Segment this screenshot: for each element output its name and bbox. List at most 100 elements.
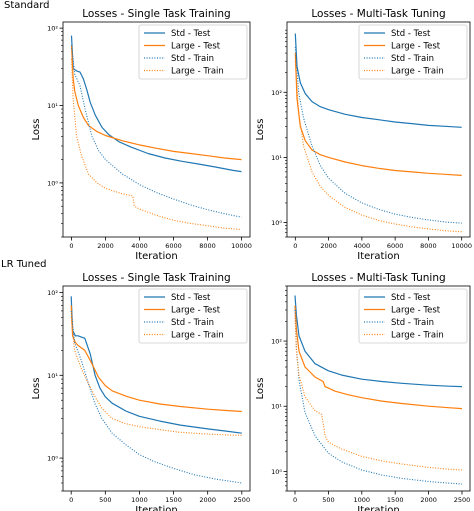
y-tick-label: 10² (271, 89, 282, 97)
legend-box (358, 288, 468, 344)
y-tick-label: 10¹ (271, 154, 282, 162)
x-tick-label: 4000 (354, 242, 371, 250)
x-tick-label: 1000 (354, 496, 371, 504)
plot-frame (286, 285, 471, 492)
x-axis-label: Iteration (135, 251, 177, 262)
x-tick-label: 2000 (199, 496, 216, 504)
x-axis-label: Iteration (135, 505, 177, 511)
chart-title: Losses - Multi-Task Tuning (311, 272, 445, 284)
series-line-std-test (70, 35, 242, 173)
series-group (70, 296, 242, 484)
y-tick-label: 10⁰ (271, 219, 282, 227)
chart-title: Losses - Single Task Training (82, 272, 230, 284)
chart-title: Losses - Multi-Task Tuning (311, 8, 445, 20)
series-line-std-train (70, 45, 242, 218)
x-tick-label: 10000 (231, 242, 252, 250)
y-tick-label: 10¹ (271, 403, 282, 411)
y-tick-label: 10⁰ (47, 179, 58, 187)
x-tick-label: 6000 (387, 242, 404, 250)
y-tick-label: 10⁰ (47, 455, 58, 463)
x-tick-label: 0 (69, 242, 73, 250)
x-tick-label: 500 (322, 496, 334, 504)
legend-label: Std - Train (391, 318, 434, 328)
chart-4: Losses - Multi-Task Tuning 10⁰ 10¹ 10² 0 500 1… (255, 272, 471, 511)
y-tick-label: 10² (47, 289, 58, 297)
y-axis-label: Loss (255, 378, 266, 400)
series-line-large-test (70, 45, 242, 161)
legend-label: Large - Train (391, 331, 444, 341)
legend: Std - Test Large - Test Std - Train Large -… (358, 24, 468, 80)
series-line-large-train (294, 61, 462, 233)
chart-3: Losses - Single Task Training 10⁰ 10¹ 10² 0 5… (31, 272, 251, 511)
series-line-large-train (70, 58, 242, 231)
x-tick-label: 2500 (454, 496, 471, 504)
legend-label: Large - Train (171, 331, 224, 341)
series-line-large-train (294, 315, 463, 471)
x-tick-label: 500 (99, 496, 111, 504)
legend-label: Large - Test (171, 306, 221, 316)
y-tick-label: 10² (271, 338, 282, 346)
legend-label: Std - Test (171, 293, 211, 303)
x-tick-label: 8000 (199, 242, 216, 250)
plot-frame (62, 285, 251, 492)
legend-box (138, 288, 248, 344)
legend-label: Std - Test (171, 29, 211, 39)
x-tick-label: 1500 (165, 496, 182, 504)
plot-frame (286, 21, 471, 238)
legend-box (138, 24, 248, 80)
y-tick-label: 10⁰ (271, 468, 282, 476)
x-tick-label: 1000 (131, 496, 148, 504)
y-axis-label: Loss (31, 119, 42, 141)
series-group (70, 35, 242, 231)
chart-1: Losses - Single Task Training 10⁰ 10¹ 10² 0 2… (31, 8, 252, 262)
legend-label: Large - Test (391, 306, 441, 316)
series-group (294, 33, 462, 233)
legend-label: Std - Train (391, 54, 434, 64)
legend-label: Std - Train (171, 54, 214, 64)
legend-label: Large - Test (391, 42, 441, 52)
legend: Std - Test Large - Test Std - Train Large -… (358, 288, 468, 344)
legend-label: Large - Train (171, 67, 224, 77)
section-label-standard: Standard (4, 0, 50, 11)
x-tick-label: 0 (293, 496, 297, 504)
x-tick-label: 0 (69, 496, 73, 504)
x-tick-label: 0 (293, 242, 297, 250)
y-tick-label: 10¹ (47, 102, 58, 110)
x-tick-label: 2000 (320, 242, 337, 250)
chart-2: Losses - Multi-Task Tuning 10⁰ 10¹ 10² 0 2000… (255, 8, 472, 262)
x-tick-label: 2000 (97, 242, 114, 250)
x-tick-label: 4000 (131, 242, 148, 250)
legend-box (358, 24, 468, 80)
series-line-std-test (294, 295, 463, 388)
x-axis-label: Iteration (357, 505, 399, 511)
x-tick-label: 1500 (387, 496, 404, 504)
section-label-lr-tuned: LR Tuned (1, 259, 47, 270)
series-line-large-test (70, 305, 242, 413)
series-line-std-train (294, 309, 463, 485)
y-axis-label: Loss (31, 378, 42, 400)
series-line-std-test (294, 33, 462, 128)
x-tick-label: 2000 (420, 496, 437, 504)
y-tick-label: 10¹ (47, 372, 58, 380)
series-line-std-train (294, 46, 462, 224)
legend-label: Large - Train (391, 67, 444, 77)
series-group (294, 295, 463, 485)
series-line-std-train (70, 310, 242, 484)
legend-label: Large - Test (171, 42, 221, 52)
x-axis-label: Iteration (357, 251, 399, 262)
legend-label: Std - Test (391, 293, 431, 303)
series-line-large-test (294, 305, 463, 410)
legend-label: Std - Train (171, 318, 214, 328)
plot-frame (62, 21, 251, 238)
legend: Std - Test Large - Test Std - Train Large -… (138, 288, 248, 344)
legend-label: Std - Test (391, 29, 431, 39)
y-tick-label: 10² (47, 25, 58, 33)
legend: Std - Test Large - Test Std - Train Large -… (138, 24, 248, 80)
x-tick-label: 6000 (165, 242, 182, 250)
x-tick-label: 2500 (234, 496, 251, 504)
series-line-std-test (70, 296, 242, 434)
x-tick-label: 10000 (451, 242, 472, 250)
chart-title: Losses - Single Task Training (82, 8, 230, 20)
y-axis-label: Loss (255, 119, 266, 141)
